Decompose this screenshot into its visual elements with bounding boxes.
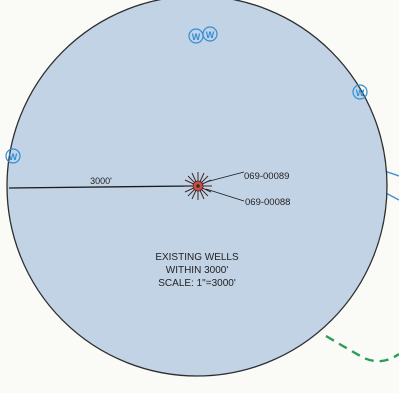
svg-text:W: W: [206, 30, 215, 40]
svg-text:W: W: [9, 152, 18, 162]
well-symbol-icon: W: [5, 148, 21, 164]
note-line-2: WITHIN 3000': [166, 265, 229, 276]
note-line-3: SCALE: 1"=3000': [158, 278, 236, 289]
note-line-1: EXISTING WELLS: [155, 252, 239, 263]
green-dashed-boundary: [325, 334, 399, 363]
radius-line: [8, 185, 193, 189]
leader-line-1: [205, 171, 245, 183]
leader-line-2: [205, 188, 245, 202]
svg-text:W: W: [192, 32, 201, 42]
well-label-069-00089: 069-00089: [244, 171, 289, 182]
well-label-069-00088: 069-00088: [245, 197, 290, 208]
center-well-marker-icon: [184, 172, 212, 200]
svg-text:W: W: [356, 88, 365, 98]
well-symbol-icon: W: [202, 26, 218, 42]
well-symbol-icon: W: [352, 84, 368, 100]
radius-label: 3000': [90, 176, 112, 186]
